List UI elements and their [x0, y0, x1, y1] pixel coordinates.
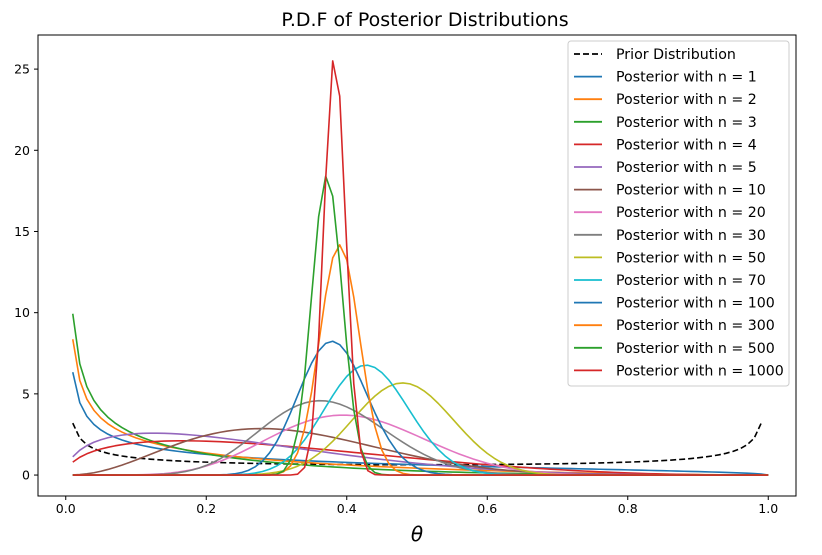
legend-item: Posterior with n = 1: [574, 70, 757, 86]
legend-box: [567, 40, 790, 387]
legend-item: Posterior with n = 30: [574, 228, 766, 244]
series-line-1: [71, 372, 769, 476]
legend-label: Posterior with n = 3: [616, 115, 757, 131]
legend-label: Posterior with n = 50: [616, 250, 766, 266]
legend: Prior Distribution Posterior with n = 1 Po…: [567, 40, 790, 387]
x-tick-label: 1.0: [758, 501, 778, 516]
legend-item: Posterior with n = 100: [574, 296, 775, 312]
legend-label: Posterior with n = 5: [616, 160, 757, 176]
legend-item: Posterior with n = 20: [574, 205, 766, 221]
x-tick-label: 0.2: [196, 501, 216, 516]
x-tick-label: 0.4: [337, 501, 357, 516]
x-axis: 0.0 0.2 0.4 0.6 0.8 1.0: [56, 496, 778, 516]
legend-label: Posterior with n = 4: [616, 137, 757, 153]
y-tick-label: 0: [22, 468, 30, 483]
legend-item: Posterior with n = 1000: [574, 363, 784, 379]
legend-item: Prior Distribution: [574, 47, 736, 63]
legend-item: Posterior with n = 70: [574, 273, 766, 289]
legend-label: Posterior with n = 30: [616, 228, 766, 244]
legend-label: Posterior with n = 100: [616, 296, 775, 312]
y-tick-label: 10: [14, 305, 30, 320]
legend-item: Posterior with n = 300: [574, 318, 775, 334]
y-tick-label: 20: [14, 143, 30, 158]
legend-label: Posterior with n = 500: [616, 341, 775, 357]
plot-frame: [37, 34, 797, 497]
x-tick-label: 0.0: [56, 501, 76, 516]
legend-item: Posterior with n = 10: [574, 183, 766, 199]
y-tick-label: 5: [22, 386, 30, 401]
series-line-prior: [72, 422, 762, 466]
x-tick-label: 0.8: [618, 501, 638, 516]
legend-item: Posterior with n = 50: [574, 250, 766, 266]
series-line-7: [72, 414, 769, 476]
chart-title: P.D.F of Posterior Distributions: [281, 9, 568, 31]
x-tick-label: 0.6: [477, 501, 497, 516]
legend-label: Posterior with n = 2: [616, 92, 757, 108]
legend-label: Posterior with n = 1000: [616, 363, 784, 379]
x-axis-label: θ: [411, 522, 423, 546]
legend-label: Posterior with n = 20: [616, 205, 766, 221]
legend-item: Posterior with n = 4: [574, 137, 757, 153]
legend-item: Posterior with n = 2: [574, 92, 757, 108]
legend-label: Prior Distribution: [616, 47, 736, 63]
legend-label: Posterior with n = 70: [616, 273, 766, 289]
y-tick-label: 25: [14, 62, 30, 77]
y-axis: 0 5 10 15 20 25: [14, 62, 38, 483]
y-tick-label: 15: [14, 224, 30, 239]
legend-item: Posterior with n = 5: [574, 160, 757, 176]
legend-label: Posterior with n = 300: [616, 318, 775, 334]
legend-label: Posterior with n = 10: [616, 183, 766, 199]
legend-item: Posterior with n = 500: [574, 341, 775, 357]
series-layer: [71, 60, 769, 476]
legend-label: Posterior with n = 1: [616, 70, 757, 86]
legend-item: Posterior with n = 3: [574, 115, 757, 131]
series-line-14: [72, 60, 769, 476]
